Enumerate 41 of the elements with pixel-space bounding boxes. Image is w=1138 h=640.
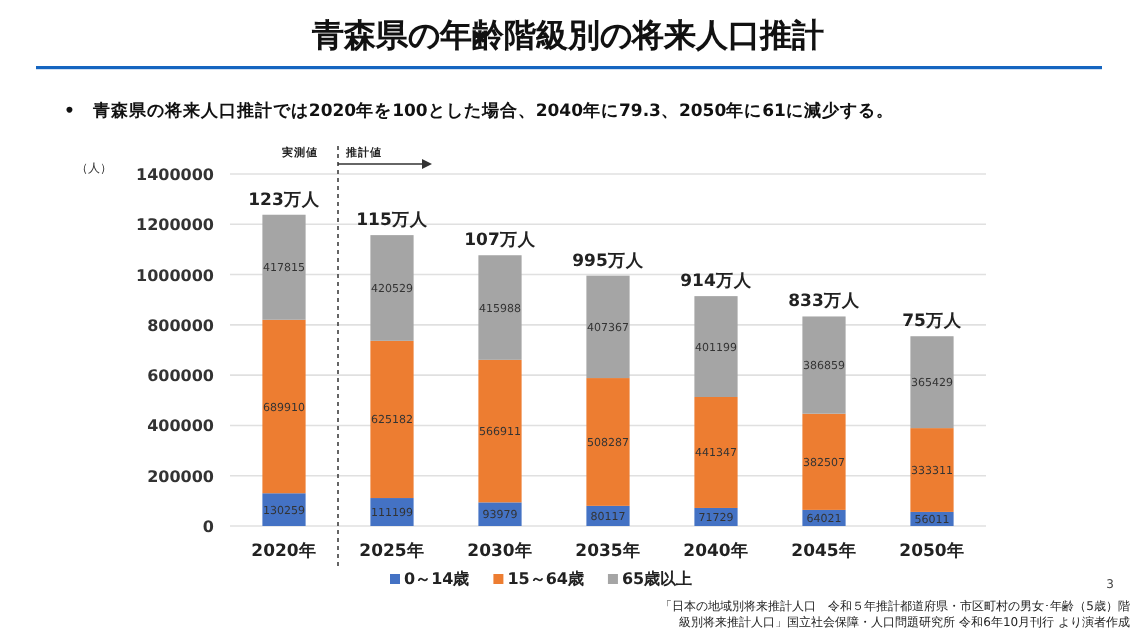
y-tick-label: 0 [202, 518, 215, 536]
annotation: 75万人 [902, 310, 964, 333]
bar [262, 214, 306, 320]
x-tick-label: 2030年 [467, 540, 533, 562]
bar [802, 316, 846, 414]
y-tick-label: 800000 [147, 316, 215, 335]
y-tick-label: 600000 [147, 367, 215, 386]
legend-label: 15～64歳 [507, 570, 584, 588]
x-tick-label: 2045年 [791, 540, 857, 562]
bar [694, 296, 738, 397]
annotation: 115万人 [356, 209, 430, 232]
x-tick-label: 2035年 [575, 540, 641, 562]
x-tick-label: 2040年 [683, 540, 749, 562]
chart-title: 青森県の年齢階級別の将来人口推計 [310, 16, 824, 54]
y-tick-label: 1400000 [136, 166, 215, 184]
x-tick-label: 2025年 [359, 540, 425, 562]
legend-label: 65歳以上 [621, 570, 693, 588]
bar [262, 319, 306, 494]
bar [478, 255, 522, 360]
y-tick-label: 1200000 [136, 216, 215, 235]
x-tick-label: 2020年 [251, 540, 317, 562]
chart-subtitle: • 青森県の将来人口推計では2020年を100とした場合、2040年に79.3、2050年に61に減少する。 [64, 100, 894, 122]
legend-label: 0～14歳 [404, 570, 470, 588]
annotation: 914万人 [680, 270, 754, 293]
bar [586, 275, 630, 379]
bar [370, 235, 414, 341]
y-tick-label: 200000 [147, 467, 215, 486]
y-tick-label: 400000 [147, 417, 215, 436]
annotation: 833万人 [788, 290, 862, 313]
bar [910, 336, 954, 429]
annotation: 107万人 [464, 229, 538, 252]
bar [478, 359, 522, 503]
bar [910, 428, 954, 512]
annotation: 123万人 [248, 188, 322, 211]
bar [802, 413, 846, 510]
bar [694, 397, 738, 508]
y-tick-label: 1000000 [136, 266, 215, 285]
bar [370, 340, 414, 499]
annotation: 995万人 [572, 249, 646, 272]
bar [586, 378, 630, 506]
x-tick-label: 2050年 [899, 540, 965, 562]
